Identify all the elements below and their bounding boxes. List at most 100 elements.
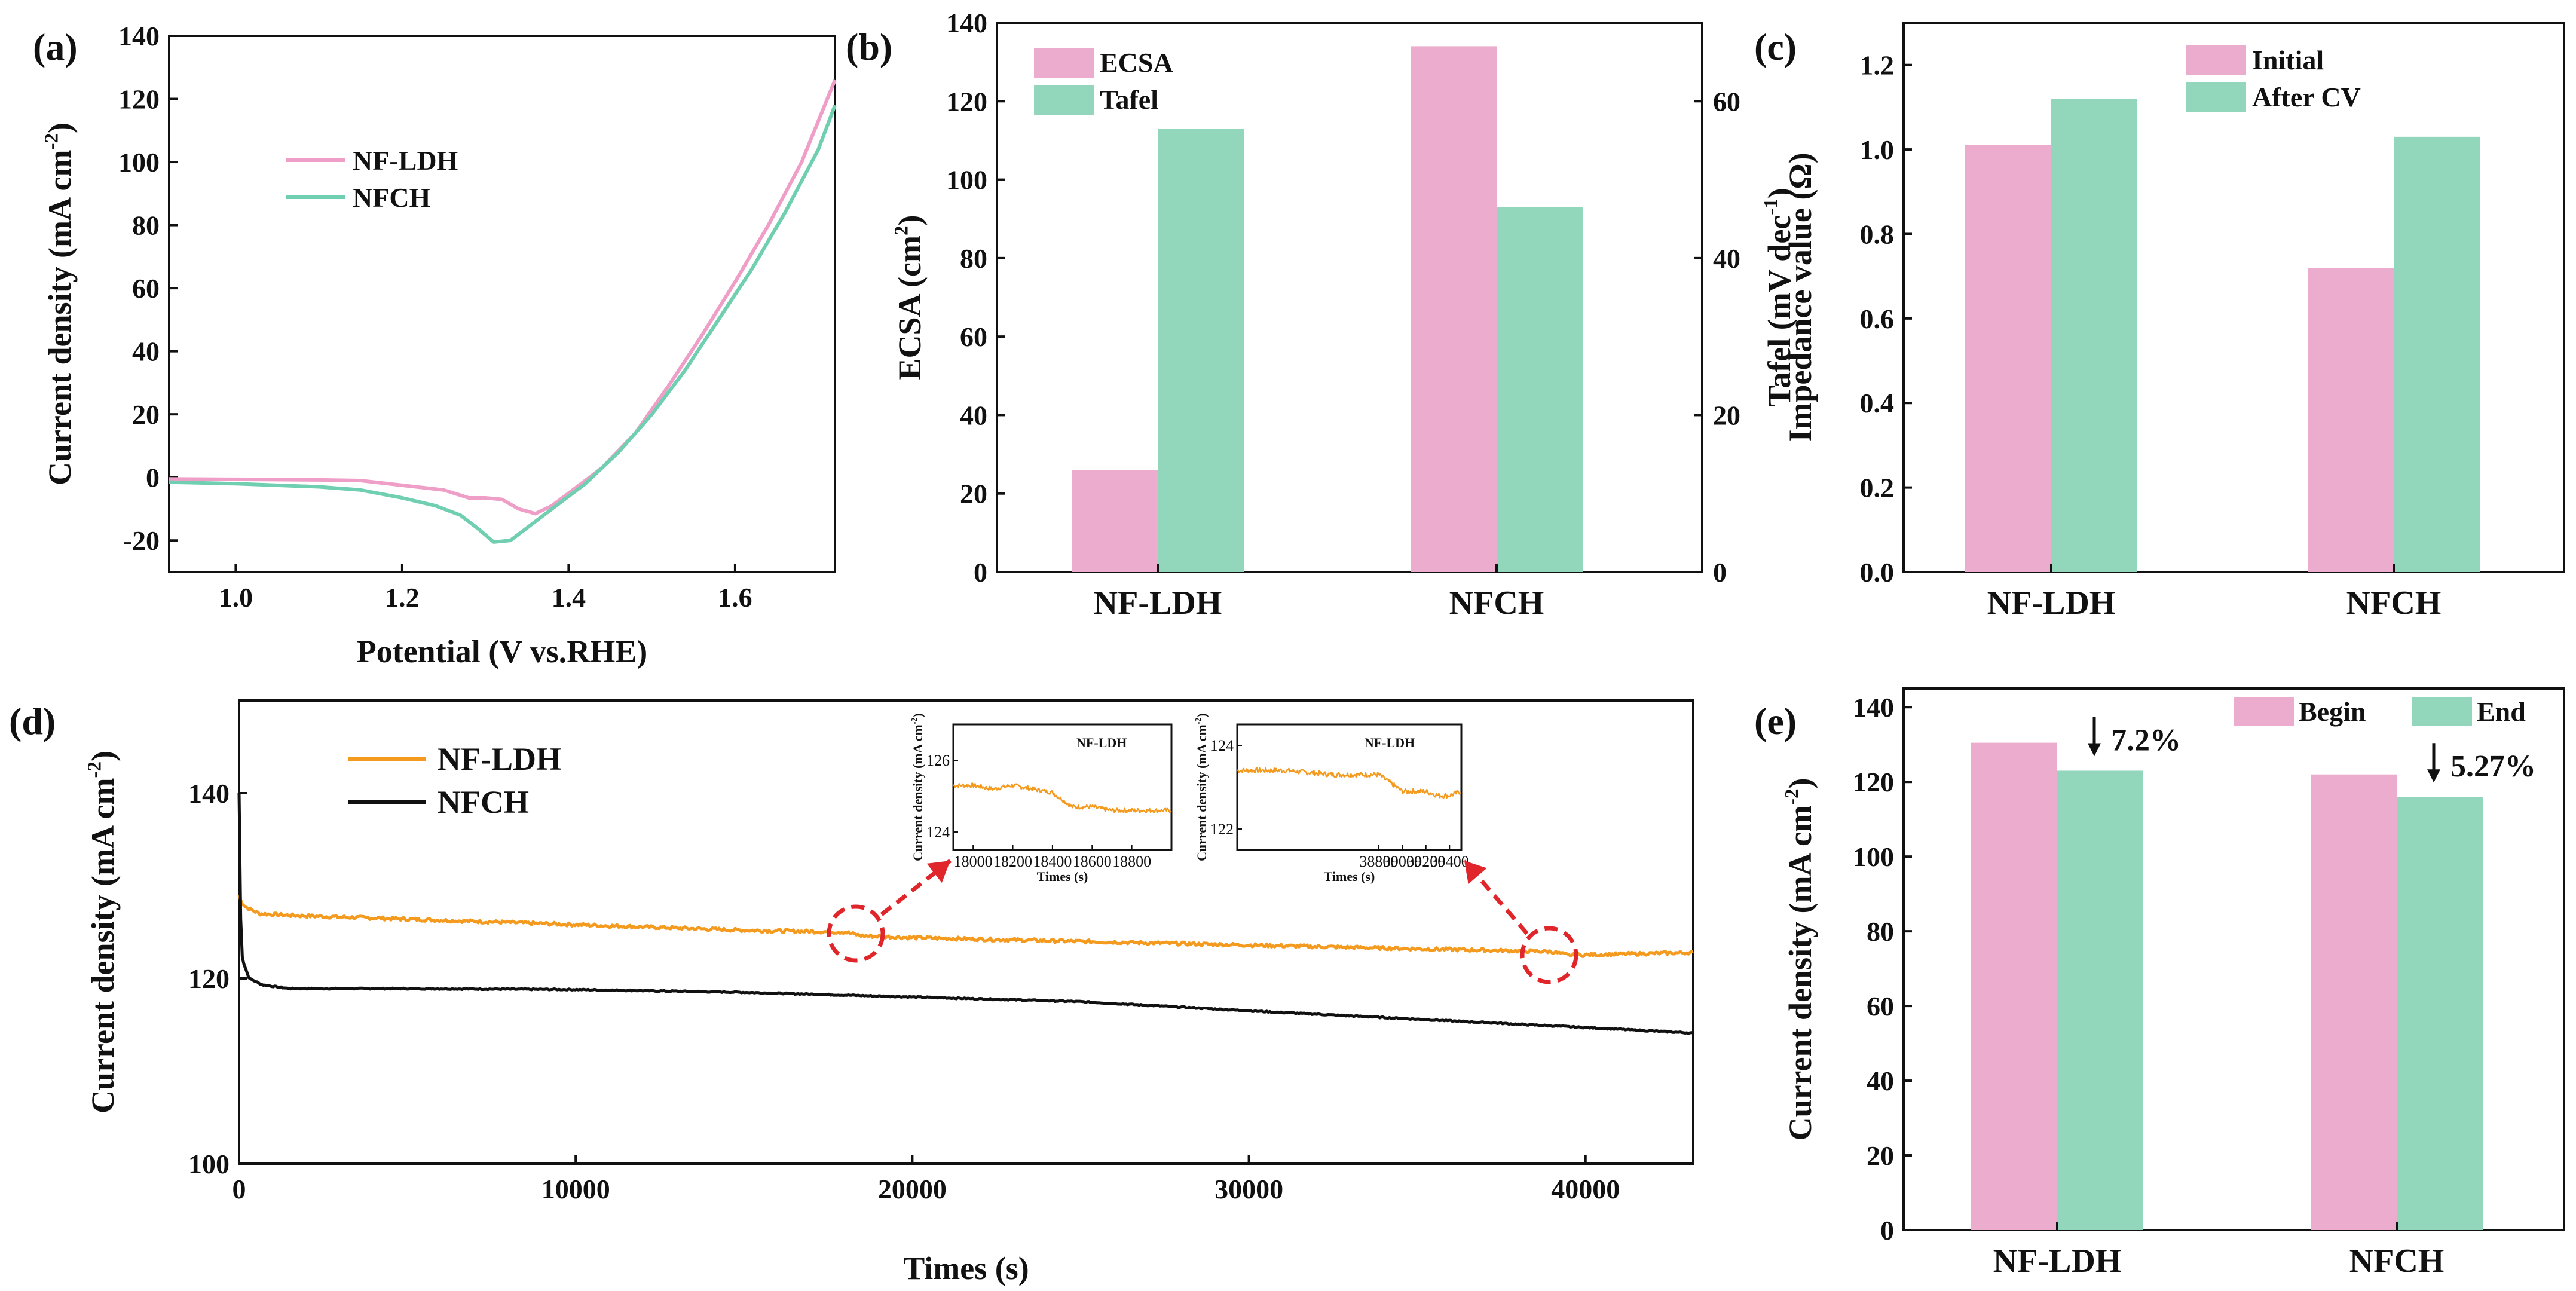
category-label: NF-LDH [1993,1243,2122,1280]
y-tick-label: 40 [132,336,160,367]
inset-x-tick-label: 18200 [993,853,1032,870]
y-tick-label: 120 [188,963,230,994]
legend-swatch [1034,85,1094,115]
x-tick-label: 20000 [878,1174,947,1204]
legend-swatch [2186,82,2246,112]
y-tick-label: 0.2 [1860,473,1895,503]
y-tick-label: 140 [118,21,160,51]
y-right-tick-label: 60 [1713,86,1740,117]
x-tick-label: 1.2 [385,582,420,613]
y-tick-label: 0.0 [1860,557,1895,588]
arrow-head [1464,861,1487,885]
inset-x-tick-label: 39000 [1383,853,1422,870]
y-tick-label: 1.0 [1860,134,1895,165]
y-axis-label: Impedance value (Ω) [1782,152,1818,442]
legend-label: End [2477,696,2526,727]
y-tick-label: 20 [1867,1140,1894,1171]
annotation-arrow-head [2088,743,2101,757]
inset-chart-1: 18000 18200 18400 18600 18800 124 126 NF-LDH Tim… [910,713,1173,884]
y-right-tick-label: 40 [1713,243,1740,274]
y-tick-label: 140 [946,8,987,38]
y-right-tick-label: 20 [1713,400,1740,430]
y-tick-label: 100 [946,165,987,195]
bar-begin-nfch [2311,774,2397,1230]
legend-label: NFCH [438,784,529,820]
x-tick-label: 1.4 [552,582,586,613]
y-tick-label: 0 [1880,1215,1894,1246]
y-tick-label: 80 [960,243,987,274]
y-tick-label: 0.4 [1860,388,1895,418]
y-right-axis-label: Tafel (mV dec-1​) [1760,188,1797,406]
legend-swatch [2412,697,2472,726]
panel-label: (c) [1754,26,1797,68]
legend-swatch [2186,45,2246,75]
line-series-nf-ldh [237,894,1694,959]
bar-tafel-nfch [1497,207,1583,572]
legend-label: After CV [2252,82,2361,112]
legend-label: NF-LDH [353,145,458,176]
inset-frame [1236,723,1463,851]
category-label: NFCH [2349,1243,2445,1280]
annotation-label: 5.27% [2450,749,2536,784]
y-axis-label: Current density (mA cm-2​) [1781,778,1818,1141]
y-tick-label: 40 [960,400,987,430]
y-tick-label: 100 [118,147,160,178]
inset-x-axis-label: Times (s) [1324,869,1375,884]
panel-a-chart: -20 0 20 40 60 80 100 120 140 1.0 1.2 1.4 1.6 NF-LDH N… [33,21,837,669]
inset-x-tick-label: 18600 [1073,853,1112,870]
y-tick-label: 60 [960,322,987,352]
inset-y-tick-label: 124 [926,824,950,841]
inset-x-tick-label: 38800 [1359,853,1398,870]
inset-x-tick-label: 39400 [1430,853,1469,870]
highlight-circle [827,904,885,963]
y-tick-label: 60 [132,273,160,304]
inset-x-tick-label: 39200 [1406,853,1445,870]
panel-label: (a) [33,26,78,68]
y-tick-label: 40 [1867,1066,1894,1096]
x-tick-label: 1.0 [219,582,253,613]
legend-label: Begin [2299,696,2366,727]
x-axis-label: Potential (V vs.RHE) [357,634,647,669]
panel-d-chart: 100 120 140 0 10000 20000 30000 40000 NF-LDH NFCH… [9,699,1694,1286]
inset-title: NF-LDH [1076,735,1127,750]
legend-label: NFCH [353,182,431,213]
legend-label: Tafel [1100,84,1158,115]
inset-x-tick-label: 18000 [954,853,993,870]
y-tick-label: -20 [123,525,160,556]
x-axis-label: Times (s) [903,1250,1029,1286]
inset-title: NF-LDH [1365,735,1415,750]
inset-y-axis-label: Current density (mA cm-2​) [1194,713,1209,861]
legend-label: NF-LDH [438,741,561,777]
inset-y-tick-label: 122 [1210,821,1234,838]
line-series-nfch [169,105,837,544]
inset-x-tick-label: 18400 [1033,853,1072,870]
bar-tafel-nf-ldh [1158,129,1244,572]
plot-frame [1902,687,2565,1231]
bar-initial-nf-ldh [1965,145,2051,572]
y-tick-label: 1.2 [1860,50,1895,81]
bar-end-nfch [2397,797,2483,1230]
y-axis-label: Current density (mA cm-2​) [84,751,121,1113]
y-right-tick-label: 0 [1713,557,1727,588]
annotation-label: 7.2% [2111,723,2181,757]
plot-frame [238,699,1694,1165]
x-tick-label: 10000 [541,1174,610,1204]
inset-x-axis-label: Times (s) [1037,869,1088,884]
category-label: NF-LDH [1987,585,2116,622]
panel-label: (e) [1754,700,1797,742]
legend-label: Initial [2252,45,2324,75]
inset-line-series [1237,767,1462,799]
plot-frame [996,22,1703,573]
bar-ecsa-nf-ldh [1072,470,1158,572]
y-tick-label: 20 [132,399,160,430]
bar-begin-nf-ldh [1971,742,2057,1230]
line-series-nf-ldh [169,79,837,516]
y-axis-label: Current density (mA cm-2​) [41,123,78,485]
panel-e-chart: 0 20 40 60 80 100 120 140 NF-LDH NFCH Begin End 7.2%… [1754,687,2565,1280]
y-tick-label: 100 [1853,842,1894,872]
bar-initial-nfch [2308,268,2394,572]
inset-line-series [953,782,1172,813]
y-tick-label: 0 [146,463,160,493]
